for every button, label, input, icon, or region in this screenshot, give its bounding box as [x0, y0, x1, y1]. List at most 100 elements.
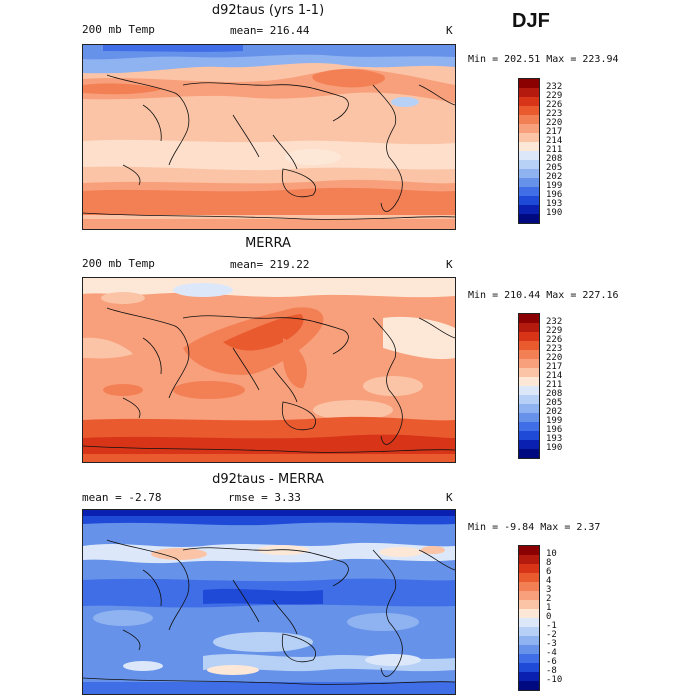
colorbar-swatch — [519, 663, 539, 672]
colorbar-swatch — [519, 151, 539, 160]
colorbar-swatch — [519, 404, 539, 413]
colorbar-swatch — [519, 645, 539, 654]
colorbar-tick-label: -8 — [546, 666, 557, 676]
colorbar-tick-label: 202 — [546, 172, 563, 182]
panel-3-contour-plot — [83, 510, 455, 694]
colorbar-swatch — [519, 618, 539, 627]
panel-2-colorbar-labels: 232 229 226 223 220 217 214 211 208 205 202 199 196 1… — [546, 318, 562, 453]
colorbar-tick-label: -10 — [546, 675, 563, 685]
panel-3-colorbar-labels: 10 8 6 4 3 2 1 0 -1 -2 -3 -4 -6 -8 -10 — [546, 550, 562, 685]
colorbar-tick-label: 220 — [546, 118, 563, 128]
colorbar-swatch — [519, 600, 539, 609]
colorbar-swatch — [519, 395, 539, 404]
colorbar-swatch — [519, 205, 539, 214]
colorbar-tick-label: 214 — [546, 136, 563, 146]
colorbar-tick-label: 217 — [546, 362, 563, 372]
colorbar-tick-label: 193 — [546, 434, 563, 444]
colorbar-tick-label: 208 — [546, 389, 563, 399]
colorbar-swatch — [519, 609, 539, 618]
panel-1-colorbar — [518, 78, 540, 224]
panel-1-contour-plot — [83, 45, 455, 229]
colorbar-swatch — [519, 214, 539, 223]
colorbar-swatch — [519, 142, 539, 151]
colorbar-tick-label: 1 — [546, 603, 552, 613]
colorbar-swatch — [519, 440, 539, 449]
panel-3-mean: mean = -2.78 — [82, 491, 162, 504]
colorbar-swatch — [519, 431, 539, 440]
colorbar-tick-label: 226 — [546, 335, 563, 345]
colorbar-swatch — [519, 449, 539, 458]
colorbar-swatch — [519, 196, 539, 205]
colorbar-tick-label: 205 — [546, 163, 563, 173]
panel-1-field-label: 200 mb Temp — [82, 23, 155, 36]
colorbar-swatch — [519, 422, 539, 431]
colorbar-tick-label: 196 — [546, 425, 563, 435]
colorbar-tick-label: 2 — [546, 594, 552, 604]
panel-1-unit: K — [446, 24, 453, 37]
colorbar-swatch — [519, 413, 539, 422]
colorbar-swatch — [519, 88, 539, 97]
colorbar-swatch — [519, 681, 539, 690]
panel-1-colorbar-labels: 232 229 226 223 220 217 214 211 208 205 202 199 196 1… — [546, 83, 562, 218]
colorbar-tick-label: 193 — [546, 199, 563, 209]
panel-1-map — [82, 44, 456, 230]
colorbar-tick-label: -3 — [546, 639, 557, 649]
colorbar-swatch — [519, 332, 539, 341]
colorbar-swatch — [519, 359, 539, 368]
colorbar-swatch — [519, 386, 539, 395]
colorbar-swatch — [519, 377, 539, 386]
colorbar-swatch — [519, 124, 539, 133]
colorbar-tick-label: -2 — [546, 630, 557, 640]
colorbar-tick-label: 217 — [546, 127, 563, 137]
panel-3-rmse: rmse = 3.33 — [228, 491, 301, 504]
colorbar-tick-label: 6 — [546, 567, 552, 577]
colorbar-swatch — [519, 591, 539, 600]
colorbar-swatch — [519, 350, 539, 359]
colorbar-swatch — [519, 187, 539, 196]
colorbar-swatch — [519, 582, 539, 591]
panel-3-colorbar — [518, 545, 540, 691]
colorbar-tick-label: 214 — [546, 371, 563, 381]
colorbar-tick-label: 4 — [546, 576, 552, 586]
colorbar-swatch — [519, 555, 539, 564]
panel-2-field-label: 200 mb Temp — [82, 257, 155, 270]
colorbar-swatch — [519, 97, 539, 106]
colorbar-tick-label: 211 — [546, 145, 563, 155]
panel-3-title: d92taus - MERRA — [212, 472, 324, 487]
panel-3-map — [82, 509, 456, 695]
colorbar-swatch — [519, 627, 539, 636]
panel-2-title: MERRA — [245, 236, 291, 251]
colorbar-tick-label: -1 — [546, 621, 557, 631]
colorbar-tick-label: 0 — [546, 612, 552, 622]
colorbar-swatch — [519, 169, 539, 178]
colorbar-tick-label: -6 — [546, 657, 557, 667]
colorbar-tick-label: 199 — [546, 416, 563, 426]
panel-1-mean: mean= 216.44 — [230, 24, 310, 37]
panel-1-title: d92taus (yrs 1-1) — [211, 3, 325, 18]
panel-3-minmax: Min = -9.84 Max = 2.37 — [468, 522, 601, 533]
colorbar-swatch — [519, 564, 539, 573]
colorbar-tick-label: 205 — [546, 398, 563, 408]
colorbar-tick-label: 199 — [546, 181, 563, 191]
colorbar-swatch — [519, 341, 539, 350]
colorbar-tick-label: 3 — [546, 585, 552, 595]
colorbar-swatch — [519, 106, 539, 115]
colorbar-swatch — [519, 314, 539, 323]
panel-2-mean: mean= 219.22 — [230, 258, 310, 271]
colorbar-swatch — [519, 672, 539, 681]
colorbar-tick-label: 196 — [546, 190, 563, 200]
panel-1-minmax: Min = 202.51 Max = 223.94 — [468, 54, 619, 65]
colorbar-swatch — [519, 178, 539, 187]
colorbar-tick-label: 202 — [546, 407, 563, 417]
panel-2-contour-plot — [83, 278, 455, 462]
colorbar-tick-label: 190 — [546, 443, 563, 453]
colorbar-tick-label: 226 — [546, 100, 563, 110]
panel-2-unit: K — [446, 258, 453, 271]
colorbar-swatch — [519, 133, 539, 142]
colorbar-swatch — [519, 115, 539, 124]
colorbar-tick-label: 211 — [546, 380, 563, 390]
panel-2-minmax: Min = 210.44 Max = 227.16 — [468, 290, 619, 301]
colorbar-tick-label: 208 — [546, 154, 563, 164]
colorbar-tick-label: 220 — [546, 353, 563, 363]
season-label: DJF — [512, 10, 550, 32]
